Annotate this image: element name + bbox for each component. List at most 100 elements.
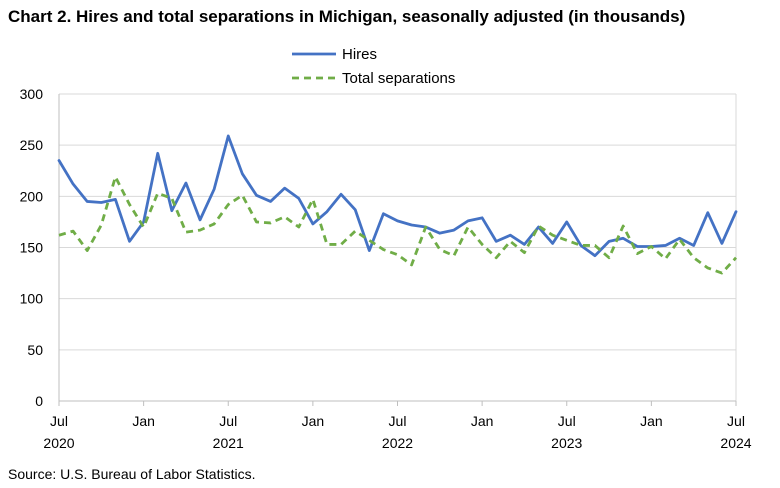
x-tick-label-month: Jan	[132, 413, 155, 429]
chart-title: Chart 2. Hires and total separations in …	[8, 7, 686, 26]
axes: 0 50 100 150 200 250 300 Jul 2020 Jan Jul 2021 Jan Ju…	[20, 86, 752, 451]
total-separations-point	[438, 248, 442, 252]
total-separations-point	[593, 243, 597, 247]
hires-point	[353, 208, 357, 212]
total-separations-point	[480, 242, 484, 246]
total-separations-point	[170, 196, 174, 200]
total-separations-point	[381, 248, 385, 252]
hires-point	[184, 181, 188, 185]
x-tick-label-month: Jul	[389, 413, 407, 429]
total-separations-point	[663, 257, 667, 261]
total-separations-point	[113, 175, 117, 179]
hires-point	[494, 239, 498, 243]
hires-point	[706, 211, 710, 215]
series	[57, 134, 738, 275]
total-separations-point	[396, 253, 400, 257]
hires-point	[71, 182, 75, 186]
x-tick-label-year: 2021	[213, 435, 244, 451]
hires-point	[734, 210, 738, 214]
hires-point	[57, 159, 61, 163]
hires-point	[663, 243, 667, 247]
hires-point	[254, 193, 258, 197]
hires-point	[283, 186, 287, 190]
hires-point	[311, 222, 315, 226]
hires-point	[438, 231, 442, 235]
hires-point	[156, 151, 160, 155]
hires-point	[198, 218, 202, 222]
legend-label-hires: Hires	[342, 46, 377, 63]
y-tick-label: 200	[20, 188, 44, 204]
legend-label-total-separations: Total separations	[342, 70, 455, 87]
total-separations-point	[466, 225, 470, 229]
hires-point	[325, 210, 329, 214]
x-tick-label-month: Jul	[727, 413, 745, 429]
hires-point	[212, 187, 216, 191]
total-separations-point	[226, 203, 230, 207]
hires-point	[269, 199, 273, 203]
hires-point	[621, 236, 625, 240]
total-separations-point	[649, 244, 653, 248]
hires-point	[508, 233, 512, 237]
total-separations-point	[184, 230, 188, 234]
x-tick-label-month: Jul	[558, 413, 576, 429]
hires-line	[57, 134, 738, 258]
x-tick-label-month: Jul	[219, 413, 237, 429]
hires-point	[522, 242, 526, 246]
total-separations-point	[212, 222, 216, 226]
x-tick-label-month: Jan	[640, 413, 663, 429]
hires-point	[226, 134, 230, 138]
total-separations-point	[734, 256, 738, 260]
x-tick-label-month: Jan	[302, 413, 325, 429]
total-separations-point	[410, 263, 414, 267]
hires-point	[593, 254, 597, 258]
total-separations-point	[607, 256, 611, 260]
x-tick-label-year: 2023	[551, 435, 582, 451]
total-separations-point	[85, 249, 89, 253]
hires-point	[720, 241, 724, 245]
hires-point	[85, 199, 89, 203]
total-separations-point	[128, 203, 132, 207]
x-tick-label-year: 2022	[382, 435, 413, 451]
total-separations-point	[254, 220, 258, 224]
total-separations-point	[424, 225, 428, 229]
total-separations-point	[452, 254, 456, 258]
y-tick-label: 250	[20, 137, 44, 153]
total-separations-point	[57, 233, 61, 237]
total-separations-point	[367, 238, 371, 242]
hires-point	[240, 172, 244, 176]
total-separations-point	[325, 242, 329, 246]
hires-point	[367, 249, 371, 253]
total-separations-point	[339, 242, 343, 246]
total-separations-point	[508, 239, 512, 243]
y-tick-label: 0	[35, 393, 43, 409]
source-note: Source: U.S. Bureau of Labor Statistics.	[8, 466, 256, 482]
x-tick-label-month: Jan	[471, 413, 494, 429]
hires-point	[99, 200, 103, 204]
hires-point	[480, 216, 484, 220]
y-tick-label: 50	[27, 342, 43, 358]
hires-point	[551, 241, 555, 245]
total-separations-point	[156, 191, 160, 195]
total-separations-point	[494, 256, 498, 260]
total-separations-point	[678, 237, 682, 241]
total-separations-point	[240, 193, 244, 197]
y-tick-label: 150	[20, 240, 44, 256]
hires-point	[607, 239, 611, 243]
total-separations-point	[579, 243, 583, 247]
hires-point	[410, 223, 414, 227]
hires-point	[297, 196, 301, 200]
total-separations-point	[635, 252, 639, 256]
x-tick-label-month: Jul	[50, 413, 68, 429]
hires-point	[128, 239, 132, 243]
total-separations-point	[297, 225, 301, 229]
total-separations-point	[537, 224, 541, 228]
legend: Hires Total separations	[292, 46, 455, 87]
total-separations-point	[353, 229, 357, 233]
hires-point	[452, 228, 456, 232]
hires-point	[339, 192, 343, 196]
total-separations-point	[99, 223, 103, 227]
total-separations-point	[522, 251, 526, 255]
total-separations-point	[621, 224, 625, 228]
hires-point	[113, 197, 117, 201]
hires-point	[565, 220, 569, 224]
